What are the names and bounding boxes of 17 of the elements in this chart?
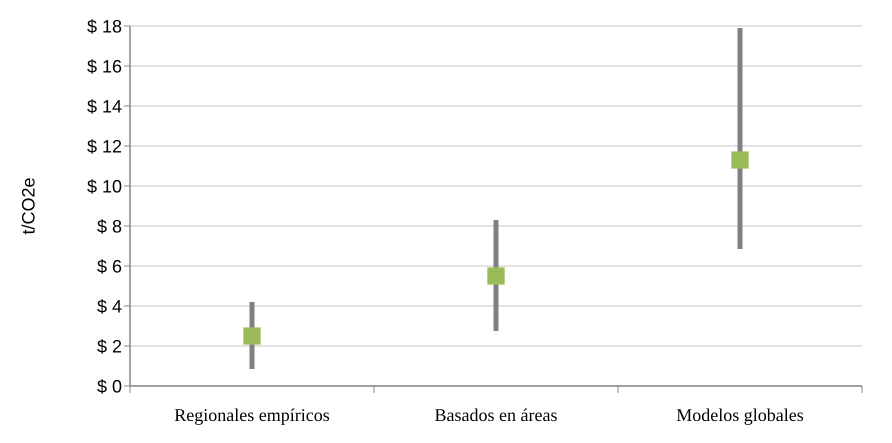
y-axis-title: t/CO2e [18, 177, 38, 235]
y-tick-label: $ 2 [96, 336, 122, 356]
y-tick-label: $ 18 [86, 16, 122, 36]
point [487, 267, 505, 285]
x-tick-label: Regionales empíricos [174, 404, 330, 425]
y-tick-label: $ 16 [86, 56, 122, 76]
point [243, 327, 261, 345]
y-tick-label: $ 14 [86, 96, 122, 116]
y-tick-label: $ 6 [96, 256, 122, 276]
y-tick-label: $ 4 [96, 296, 122, 316]
point [731, 151, 749, 169]
x-tick-label: Basados en áreas [434, 404, 558, 425]
x-tick-label: Modelos globales [676, 404, 804, 425]
y-tick-label: $ 8 [96, 216, 122, 236]
y-tick-label: $ 10 [86, 176, 122, 196]
y-tick-label: $ 12 [86, 136, 122, 156]
y-tick-label: $ 0 [96, 376, 122, 396]
